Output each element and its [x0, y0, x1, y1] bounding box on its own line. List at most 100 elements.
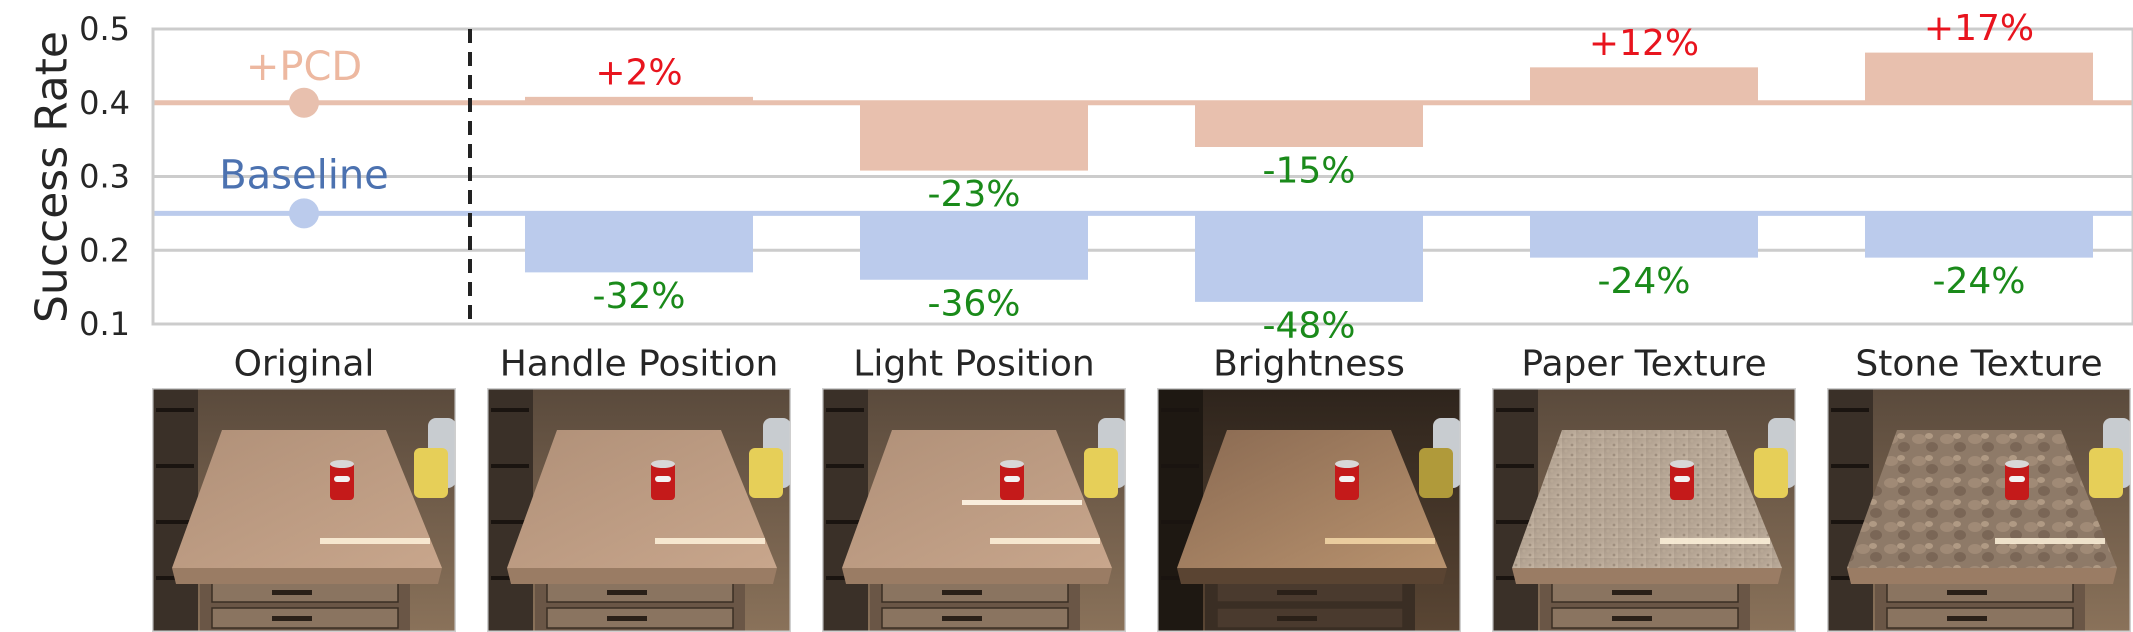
- shelf-line: [826, 520, 864, 524]
- value-labels: +2% -23% -15% +12% +17% -32% -36% -48% -24% -24%: [592, 8, 2034, 346]
- robot-gripper: [2089, 448, 2123, 498]
- baseline-bar: [1195, 213, 1423, 302]
- photo-border: [1827, 388, 2131, 632]
- panel-title: Brightness: [1213, 344, 1405, 385]
- pcd-change-label: +2%: [595, 52, 682, 93]
- table-scene-photo: [487, 388, 791, 632]
- light-reflection: [320, 538, 430, 544]
- table-top: [507, 430, 777, 568]
- pcd-change-label: +17%: [1924, 8, 2034, 49]
- y-tick-label: 0.2: [79, 231, 130, 269]
- soda-can-lid: [651, 460, 675, 468]
- robot-gripper: [1419, 448, 1453, 498]
- cabinet-wall: [487, 388, 533, 632]
- drawer-handle: [1947, 616, 1987, 621]
- pcd-bar: [1865, 52, 2093, 103]
- bars: [525, 52, 2093, 302]
- panel-title: Stone Texture: [1855, 344, 2102, 385]
- drawer-handle: [1612, 616, 1652, 621]
- plot-frame: [151, 27, 2133, 326]
- cabinet-wall: [152, 388, 198, 632]
- soda-can-lid: [330, 460, 354, 468]
- soda-can-logo: [1004, 476, 1020, 482]
- table-top: [1177, 430, 1447, 568]
- pcd-bar: [1530, 67, 1758, 103]
- shelf-line: [491, 520, 529, 524]
- pcd-reference-point: [289, 87, 319, 118]
- y-tick-label: 0.5: [79, 10, 130, 48]
- soda-can-lid: [1670, 460, 1694, 468]
- table-top: [1847, 430, 2117, 568]
- reference-points: +PCD Baseline: [219, 44, 389, 229]
- robot-gripper: [414, 448, 448, 498]
- table-scene-photo: [1157, 388, 1461, 632]
- pcd-change-label: +12%: [1589, 23, 1699, 64]
- soda-can-logo: [1339, 476, 1355, 482]
- baseline-bar: [1865, 213, 2093, 258]
- panel-titles: Original Handle Position Light Position Bri…: [234, 344, 2103, 385]
- light-reflection: [1325, 538, 1435, 544]
- soda-can-lid: [2005, 460, 2029, 468]
- pcd-legend-label: +PCD: [246, 44, 362, 90]
- shelf-line: [156, 520, 194, 524]
- drawer-handle: [1612, 590, 1652, 595]
- photo-border: [152, 388, 456, 632]
- y-tick-label: 0.3: [79, 158, 130, 196]
- photo-border: [1492, 388, 1796, 632]
- baseline-change-label: -36%: [927, 283, 1020, 324]
- shelf-line: [1161, 408, 1199, 412]
- drawer-handle: [942, 590, 982, 595]
- baseline-bar: [1530, 213, 1758, 258]
- robot-gripper: [1084, 448, 1118, 498]
- photo-border: [487, 388, 791, 632]
- baseline-change-label: -48%: [1262, 305, 1355, 346]
- reference-lines: [153, 100, 2133, 216]
- cabinet-wall: [1492, 388, 1538, 632]
- baseline-reference-point: [289, 198, 319, 229]
- shelf-line: [156, 464, 194, 468]
- baseline-change-label: -24%: [1932, 261, 2025, 302]
- table-scene-photo: [152, 388, 456, 632]
- table-edge: [1847, 568, 2117, 584]
- light-reflection: [655, 538, 765, 544]
- cabinet-wall: [1157, 388, 1203, 632]
- table-scene-photo: [1827, 388, 2131, 632]
- table-edge: [842, 568, 1112, 584]
- pcd-change-label: -23%: [927, 174, 1020, 215]
- drawer-handle: [272, 616, 312, 621]
- y-tick-label: 0.4: [79, 84, 130, 122]
- table-edge: [172, 568, 442, 584]
- table-top: [1512, 430, 1782, 568]
- table-top: [172, 430, 442, 568]
- table-edge: [1177, 568, 1447, 584]
- drawer-handle: [1947, 590, 1987, 595]
- photo-border: [822, 388, 1126, 632]
- pcd-bar: [1195, 102, 1423, 147]
- cabinet-wall: [1827, 388, 1873, 632]
- soda-can-logo: [655, 476, 671, 482]
- shelf-line: [1496, 464, 1534, 468]
- shelf-line: [156, 408, 194, 412]
- table-top: [842, 430, 1112, 568]
- table-edge: [1512, 568, 1782, 584]
- pcd-bar: [860, 102, 1088, 171]
- panel-title: Paper Texture: [1521, 344, 1766, 385]
- shelf-line: [1496, 520, 1534, 524]
- panel-title: Handle Position: [500, 344, 779, 385]
- soda-can-logo: [1674, 476, 1690, 482]
- cabinet-wall: [822, 388, 868, 632]
- soda-can-logo: [2009, 476, 2025, 482]
- shelf-line: [1831, 520, 1869, 524]
- shelf-line: [1831, 464, 1869, 468]
- baseline-bar: [860, 213, 1088, 280]
- shelf-line: [1161, 464, 1199, 468]
- soda-can-lid: [1335, 460, 1359, 468]
- soda-can-logo: [334, 476, 350, 482]
- photo-border: [1157, 388, 1461, 632]
- light-reflection: [990, 538, 1100, 544]
- shelf-line: [1831, 408, 1869, 412]
- y-axis-ticks: 0.1 0.2 0.3 0.4 0.5: [79, 10, 130, 343]
- baseline-bar: [525, 213, 753, 273]
- baseline-legend-label: Baseline: [219, 152, 389, 198]
